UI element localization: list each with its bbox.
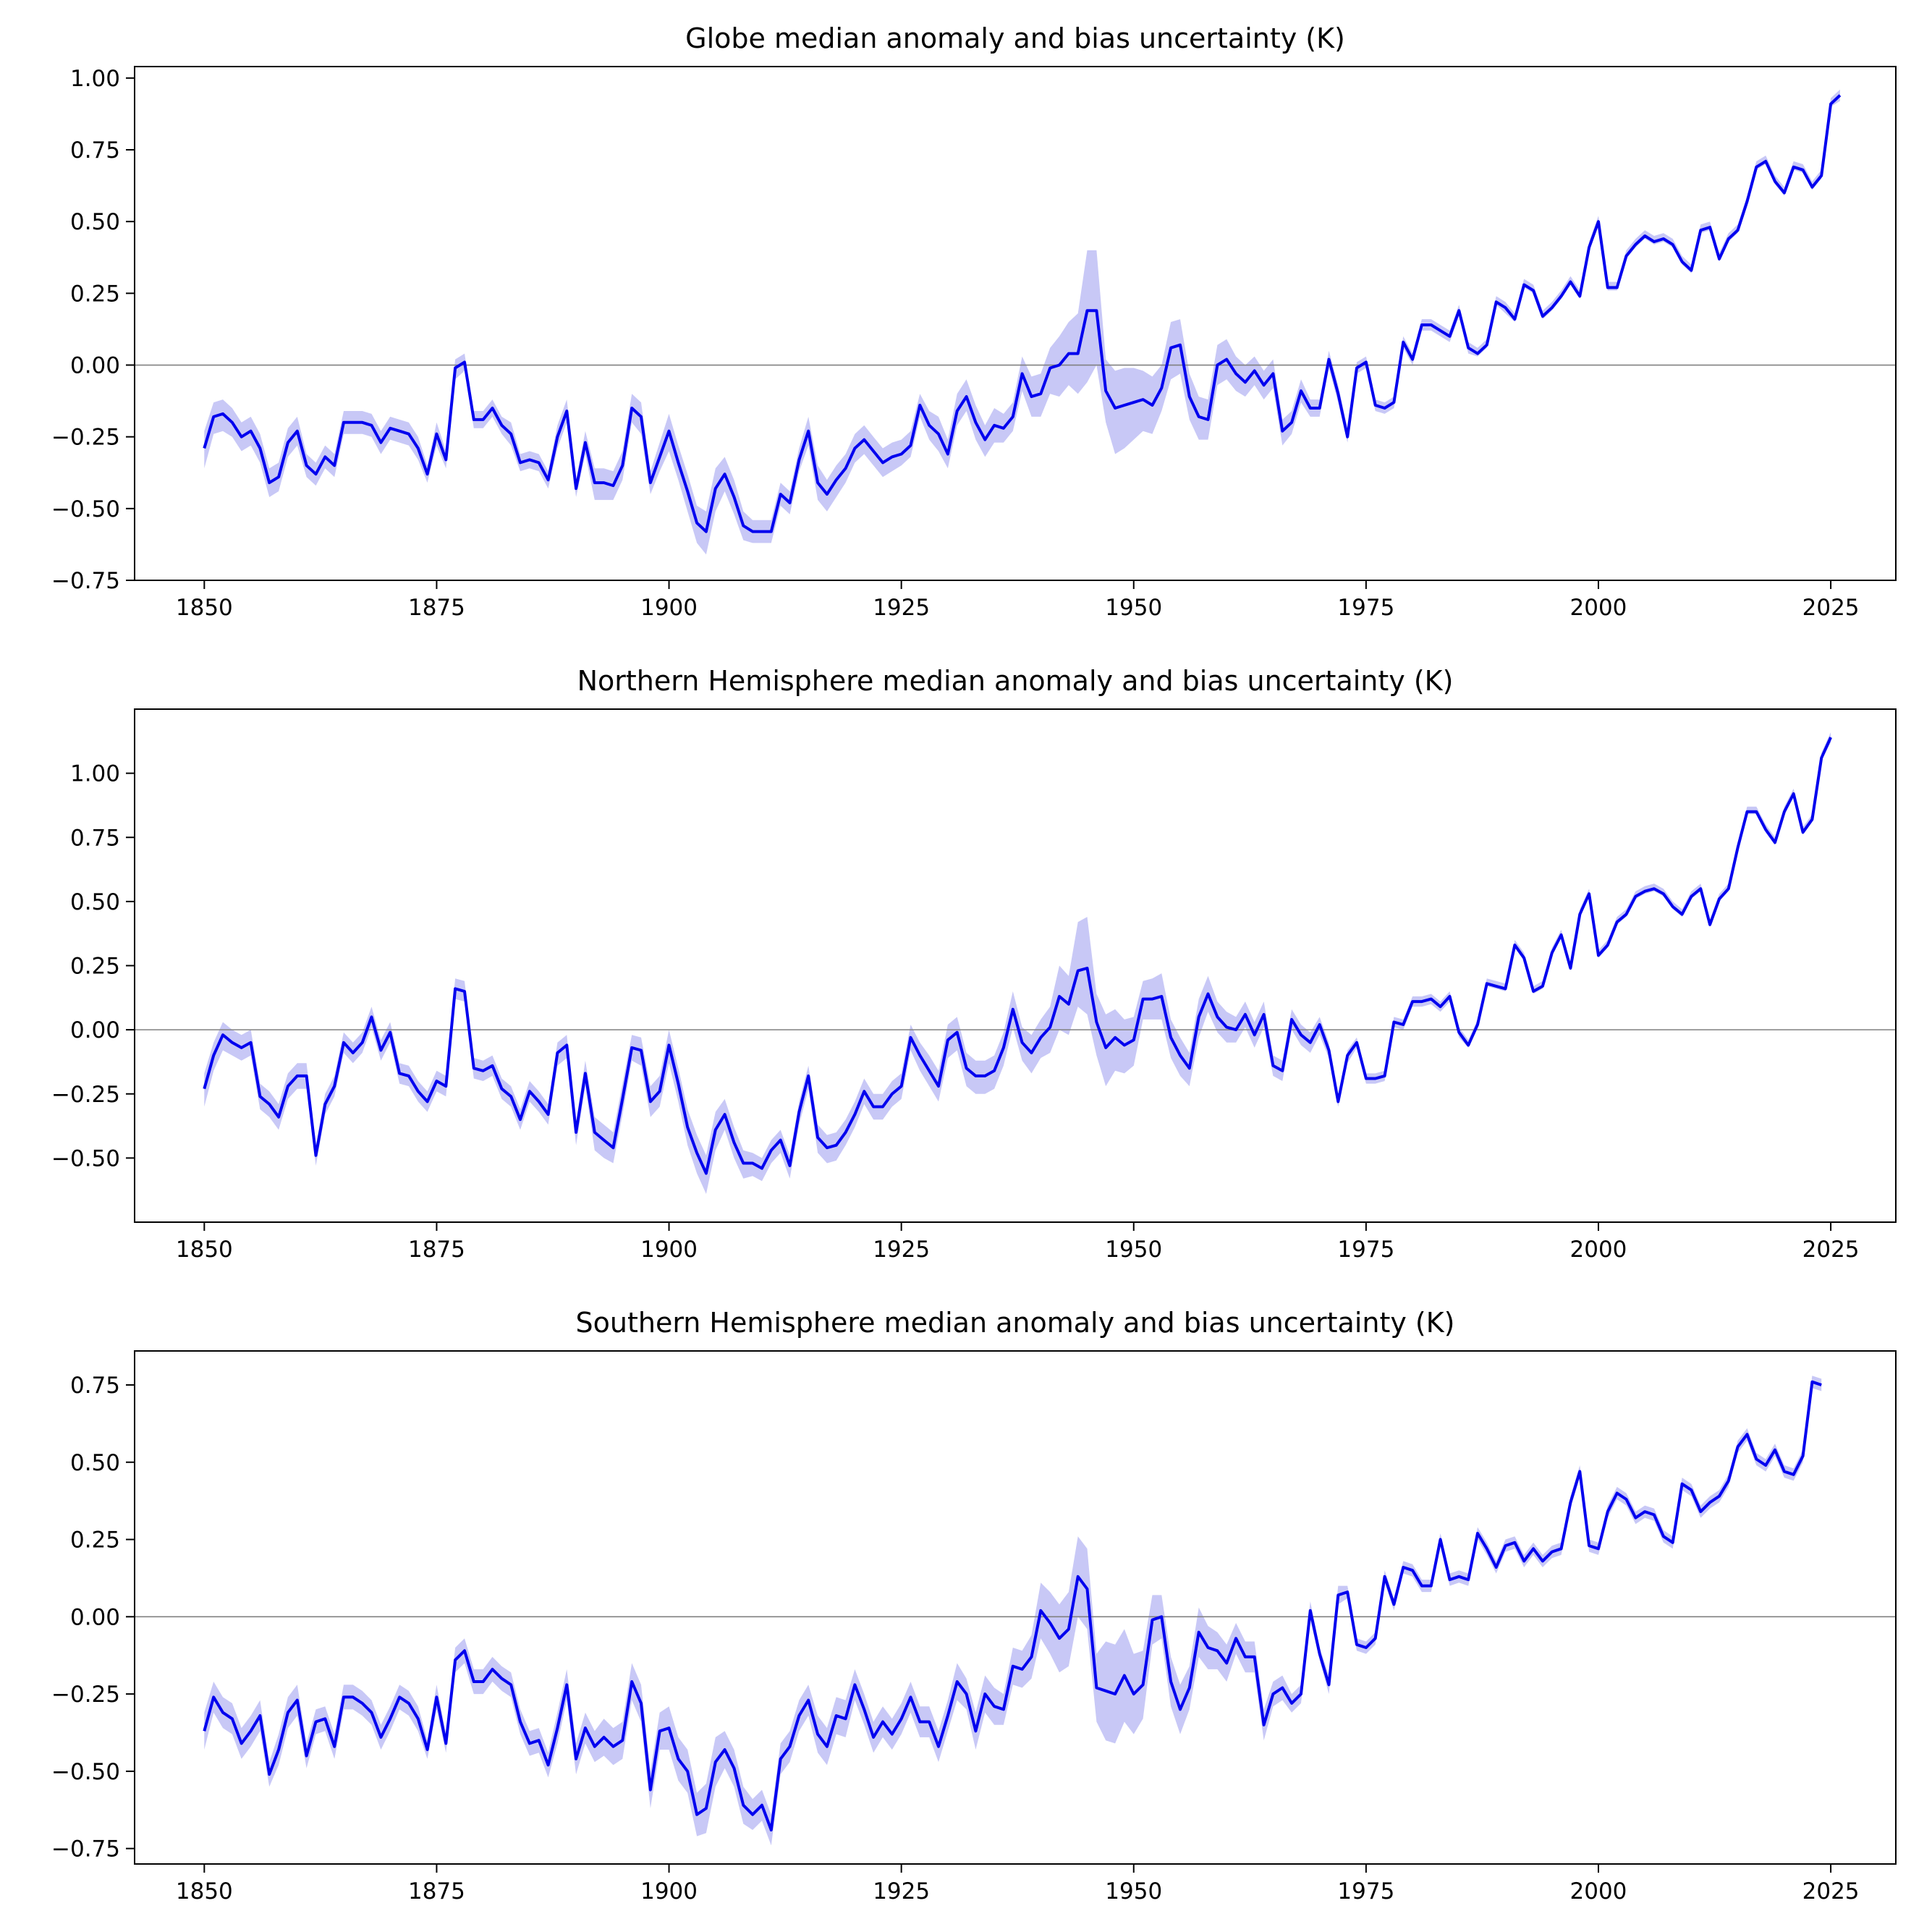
x-tick-label: 1875 xyxy=(408,1878,465,1905)
x-tick-label: 1950 xyxy=(1105,1878,1162,1905)
x-tick-label: 1925 xyxy=(873,595,930,621)
x-tick-label: 1850 xyxy=(176,1878,233,1905)
y-tick-label: 0.25 xyxy=(70,1528,120,1554)
x-tick-label: 1850 xyxy=(176,595,233,621)
y-tick-label: 0.00 xyxy=(70,353,120,379)
plot-area xyxy=(135,89,1896,555)
y-tick-label: 0.75 xyxy=(70,1373,120,1399)
x-tick-label: 1925 xyxy=(873,1878,930,1905)
y-tick-label: 0.00 xyxy=(70,1604,120,1630)
y-tick-label: −0.50 xyxy=(51,1145,120,1172)
uncertainty-band xyxy=(204,89,1840,555)
x-tick-label: 1975 xyxy=(1337,595,1394,621)
panel-northern-hemisphere: Northern Hemisphere median anomaly and b… xyxy=(51,665,1897,1263)
y-tick-label: 0.25 xyxy=(70,281,120,307)
x-tick-label: 2000 xyxy=(1570,1237,1627,1263)
median-line xyxy=(203,737,1832,1175)
y-tick-label: −0.50 xyxy=(51,496,120,522)
axes-frame xyxy=(134,708,1897,1223)
x-tick-label: 1950 xyxy=(1105,595,1162,621)
plot-area xyxy=(135,732,1896,1194)
x-tick-label: 1975 xyxy=(1337,1237,1394,1263)
x-tick-label: 1900 xyxy=(640,1237,698,1263)
x-tick-label: 1925 xyxy=(873,1237,930,1263)
x-tick-label: 1950 xyxy=(1105,1237,1162,1263)
y-tick-label: 0.50 xyxy=(70,889,120,915)
panel-southern-hemisphere: Southern Hemisphere median anomaly and b… xyxy=(51,1307,1897,1905)
y-tick-label: −0.25 xyxy=(51,425,120,451)
x-tick-label: 2000 xyxy=(1570,1878,1627,1905)
y-tick-label: 0.50 xyxy=(70,209,120,235)
x-tick-label: 2025 xyxy=(1802,1237,1860,1263)
x-tick-label: 1975 xyxy=(1337,1878,1394,1905)
uncertainty-band xyxy=(204,732,1831,1194)
chart-title: Globe median anomaly and bias uncertaint… xyxy=(685,22,1345,54)
chart-title: Southern Hemisphere median anomaly and b… xyxy=(576,1307,1455,1339)
y-tick-label: 0.50 xyxy=(70,1450,120,1476)
axes-frame xyxy=(134,1350,1897,1865)
x-tick-label: 1875 xyxy=(408,1237,465,1263)
x-tick-label: 2025 xyxy=(1802,1878,1860,1905)
x-axis: 1850 1875 1900 1925 1950 1975 2000 2025 xyxy=(176,1864,1860,1905)
x-tick-label: 1900 xyxy=(640,1878,698,1905)
panel-globe: Globe median anomaly and bias uncertaint… xyxy=(51,22,1897,621)
x-tick-label: 2000 xyxy=(1570,595,1627,621)
y-tick-label: 0.75 xyxy=(70,137,120,164)
x-tick-label: 1900 xyxy=(640,595,698,621)
plot-area xyxy=(135,1376,1896,1846)
y-tick-label: 1.00 xyxy=(70,66,120,92)
x-axis: 1850 1875 1900 1925 1950 1975 2000 2025 xyxy=(176,580,1860,621)
y-tick-label: 0.25 xyxy=(70,954,120,980)
y-axis: −0.50 −0.25 0.00 0.25 0.50 0.75 1.00 xyxy=(51,761,135,1172)
median-line xyxy=(203,1380,1822,1831)
x-axis: 1850 1875 1900 1925 1950 1975 2000 2025 xyxy=(176,1222,1860,1263)
uncertainty-band xyxy=(204,1376,1822,1846)
y-tick-label: −0.50 xyxy=(51,1759,120,1785)
median-line xyxy=(203,94,1842,533)
y-tick-label: 0.00 xyxy=(70,1017,120,1043)
x-tick-label: 1850 xyxy=(176,1237,233,1263)
y-axis: −0.75 −0.50 −0.25 0.00 0.25 0.50 0.75 xyxy=(51,1373,135,1863)
y-tick-label: 1.00 xyxy=(70,761,120,787)
axes-frame xyxy=(134,66,1897,581)
y-tick-label: −0.75 xyxy=(51,1836,120,1863)
y-tick-label: −0.75 xyxy=(51,568,120,594)
y-tick-label: −0.25 xyxy=(51,1682,120,1708)
y-axis: −0.75 −0.50 −0.25 0.00 0.25 0.50 0.75 1.00 xyxy=(51,66,135,594)
x-tick-label: 1875 xyxy=(408,595,465,621)
y-tick-label: −0.25 xyxy=(51,1082,120,1108)
chart-title: Northern Hemisphere median anomaly and b… xyxy=(577,665,1454,697)
y-tick-label: 0.75 xyxy=(70,825,120,851)
x-tick-label: 2025 xyxy=(1802,595,1860,621)
